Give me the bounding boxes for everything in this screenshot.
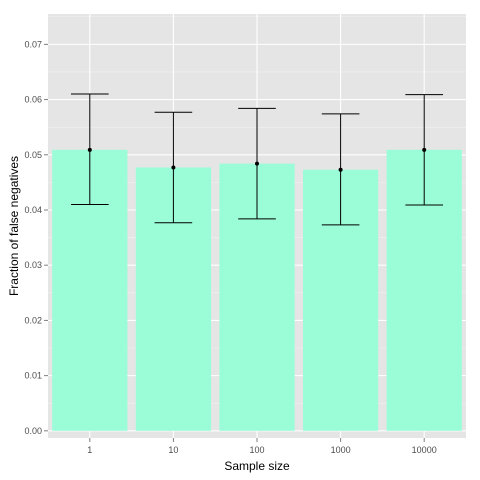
y-tick-label: 0.06 bbox=[24, 95, 42, 105]
mean-point bbox=[171, 165, 176, 170]
error-bars bbox=[70, 93, 444, 226]
mean-point bbox=[87, 147, 92, 152]
y-axis-title: Fraction of false negatives bbox=[7, 156, 21, 296]
bars bbox=[52, 149, 462, 431]
y-axis-ticks: 0.00 0.01 0.02 0.03 0.04 0.05 0.06 0.07 bbox=[24, 39, 48, 436]
y-tick-label: 0.05 bbox=[24, 150, 42, 160]
x-tick-label: 10000 bbox=[412, 445, 437, 455]
x-tick-label: 10 bbox=[168, 445, 178, 455]
mean-point bbox=[338, 167, 343, 172]
mean-point bbox=[255, 161, 259, 166]
x-tick-label: 1000 bbox=[331, 445, 351, 455]
y-tick-label: 0.03 bbox=[24, 260, 42, 270]
y-tick-label: 0.07 bbox=[24, 39, 42, 49]
y-tick-label: 0.00 bbox=[24, 426, 42, 436]
x-tick-label: 1 bbox=[87, 445, 92, 455]
y-tick-label: 0.02 bbox=[24, 315, 42, 325]
x-tick-label: 100 bbox=[249, 445, 264, 455]
x-axis-ticks: 1 10 100 1000 10000 bbox=[87, 438, 437, 455]
x-axis-title: Sample size bbox=[224, 459, 290, 473]
y-tick-label: 0.04 bbox=[24, 205, 42, 215]
y-tick-label: 0.01 bbox=[24, 371, 42, 381]
mean-point bbox=[422, 147, 427, 152]
